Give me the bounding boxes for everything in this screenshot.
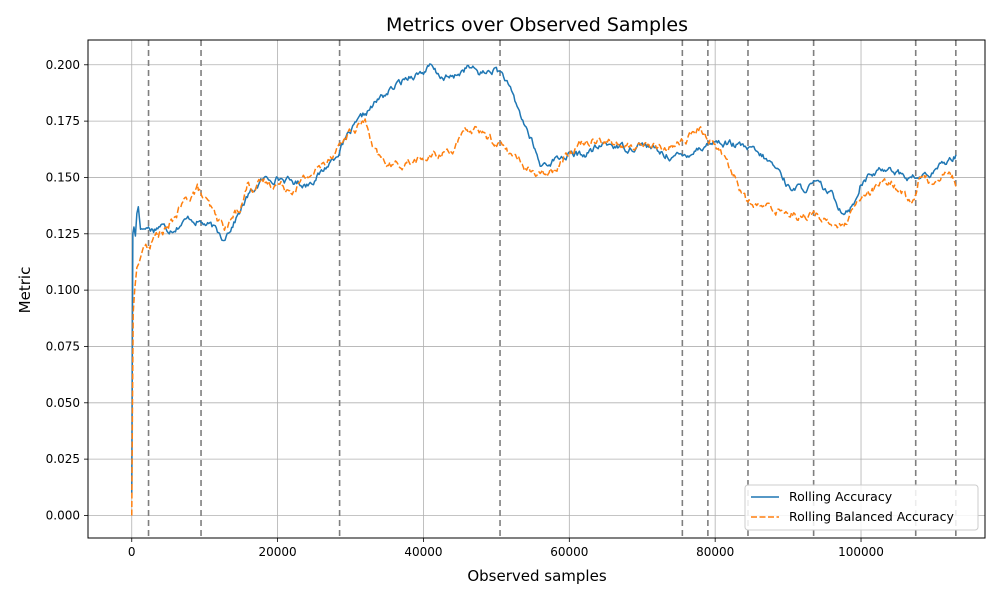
- x-axis-label: Observed samples: [467, 567, 606, 585]
- legend-label-0: Rolling Accuracy: [789, 489, 893, 504]
- x-tick-label: 20000: [259, 545, 297, 559]
- y-tick-label: 0.075: [46, 339, 80, 353]
- series-line-1: [131, 118, 957, 516]
- legend-label-1: Rolling Balanced Accuracy: [789, 509, 954, 524]
- y-tick-label: 0.125: [46, 227, 80, 241]
- x-tick-label: 0: [128, 545, 136, 559]
- y-tick-label: 0.175: [46, 114, 80, 128]
- legend: Rolling Accuracy Rolling Balanced Accurac…: [744, 484, 979, 531]
- legend-box: [744, 484, 979, 531]
- y-tick-label: 0.100: [46, 283, 80, 297]
- axis-ticks: 0 20000 40000 60000 80000 100000 0.000 0.025 0.0…: [46, 58, 884, 559]
- grid-lines: [88, 40, 985, 538]
- x-tick-label: 80000: [696, 545, 734, 559]
- y-tick-label: 0.050: [46, 396, 80, 410]
- x-tick-label: 40000: [404, 545, 442, 559]
- y-tick-label: 0.200: [46, 58, 80, 72]
- y-tick-label: 0.025: [46, 452, 80, 466]
- series-layer: [131, 63, 957, 516]
- change-point-lines: [147, 40, 957, 538]
- plot-frame: [87, 39, 986, 539]
- x-tick-label: 100000: [838, 545, 884, 559]
- chart-title: Metrics over Observed Samples: [386, 14, 688, 36]
- y-tick-label: 0.150: [46, 170, 80, 184]
- y-tick-label: 0.000: [46, 508, 80, 522]
- x-tick-label: 60000: [550, 545, 588, 559]
- y-axis-label: Metric: [16, 267, 34, 314]
- series-line-0: [131, 63, 957, 493]
